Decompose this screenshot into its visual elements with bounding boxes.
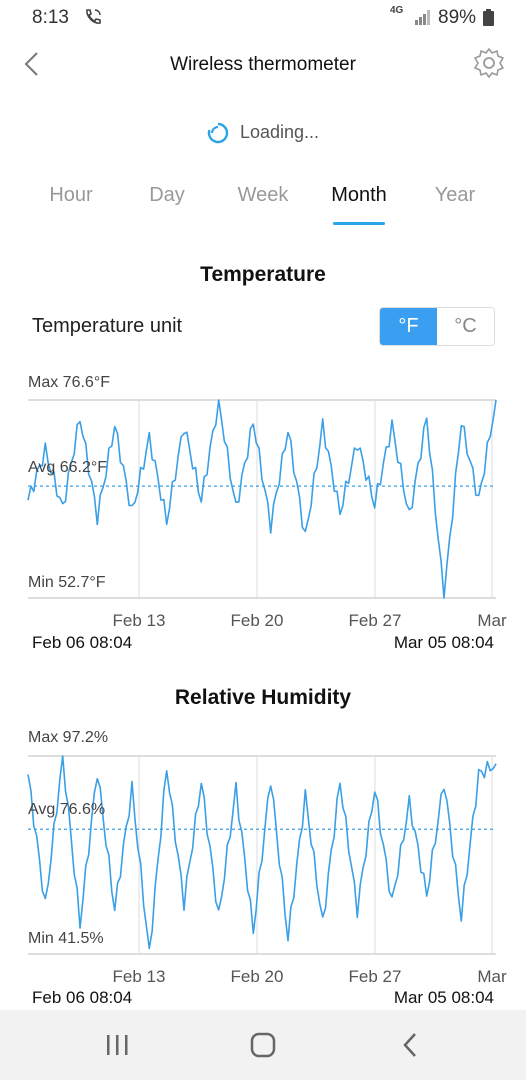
range-end-date: Mar 05 08:04: [393, 633, 494, 652]
x-tick-label: Mar: [477, 967, 507, 985]
system-nav-bar: [0, 1010, 526, 1080]
fahrenheit-button[interactable]: °F: [380, 308, 437, 345]
temperature-section-title: Temperature: [200, 263, 326, 286]
battery-percent: 89%: [438, 7, 477, 28]
recent-apps-icon[interactable]: [102, 1030, 132, 1060]
app-bar: Wireless thermometer: [0, 36, 526, 92]
temperature-chart-plot: Feb 13 Feb 20 Feb 27 Mar: [27, 399, 507, 628]
home-icon[interactable]: [248, 1030, 278, 1060]
status-time: 8:13: [32, 7, 69, 28]
chart-min-label: Min 41.5%: [28, 930, 104, 947]
chart-min-label: Min 52.7°F: [28, 574, 106, 591]
x-tick-label: Feb 20: [231, 967, 284, 985]
humidity-section-title: Relative Humidity: [174, 686, 352, 709]
temperature-unit-toggle: °F °C: [379, 307, 495, 346]
wifi-call-icon: [86, 9, 101, 24]
x-tick-label: Feb 27: [349, 611, 402, 628]
loading-text: Loading...: [239, 122, 320, 142]
temperature-unit-label: Temperature unit: [32, 315, 183, 337]
network-indicator: 4G: [390, 5, 404, 16]
tab-day[interactable]: Day: [149, 184, 185, 206]
x-tick-label: Feb 20: [231, 611, 284, 628]
range-start-date: Feb 06 08:04: [32, 988, 133, 1007]
period-tabs: Hour Day Week Month Year: [0, 184, 526, 226]
battery-icon: [483, 9, 494, 26]
loading-spinner-icon: [207, 123, 229, 144]
tab-month[interactable]: Month: [331, 184, 387, 206]
chart-avg-label: Avg 66.2°F: [28, 459, 108, 476]
chart-series-line: [27, 399, 497, 599]
active-tab-indicator: [333, 222, 385, 225]
tab-week[interactable]: Week: [237, 184, 289, 206]
gear-icon[interactable]: [472, 46, 506, 80]
back-icon[interactable]: [396, 1030, 426, 1060]
range-start-date: Feb 06 08:04: [32, 633, 133, 652]
x-tick-label: Feb 13: [113, 967, 166, 985]
back-arrow-icon[interactable]: [20, 50, 44, 78]
tab-year[interactable]: Year: [434, 184, 476, 206]
chart-avg-label: Avg 76.6%: [28, 801, 106, 818]
x-tick-label: Feb 27: [349, 967, 402, 985]
x-tick-label: Feb 13: [113, 611, 166, 628]
humidity-chart: Feb 13 Feb 20 Feb 27 Mar Max 97.2% Avg 76.6…: [0, 725, 526, 1010]
tab-hour[interactable]: Hour: [49, 184, 93, 206]
humidity-chart-plot: Feb 13 Feb 20 Feb 27 Mar: [27, 755, 507, 985]
chart-max-label: Max 76.6°F: [28, 374, 110, 391]
x-tick-label: Mar: [477, 611, 507, 628]
celsius-button[interactable]: °C: [437, 308, 494, 345]
loading-indicator: Loading...: [0, 122, 526, 144]
chart-series-line: [27, 755, 497, 950]
range-end-date: Mar 05 08:04: [393, 988, 494, 1007]
temperature-chart: Feb 13 Feb 20 Feb 27 Mar Max 76.6°F Avg 66.…: [0, 368, 526, 658]
status-bar: 8:13 4G 89%: [0, 0, 526, 36]
chart-max-label: Max 97.2%: [28, 729, 109, 746]
page-title: Wireless thermometer: [170, 54, 356, 75]
signal-icon: [415, 10, 430, 25]
